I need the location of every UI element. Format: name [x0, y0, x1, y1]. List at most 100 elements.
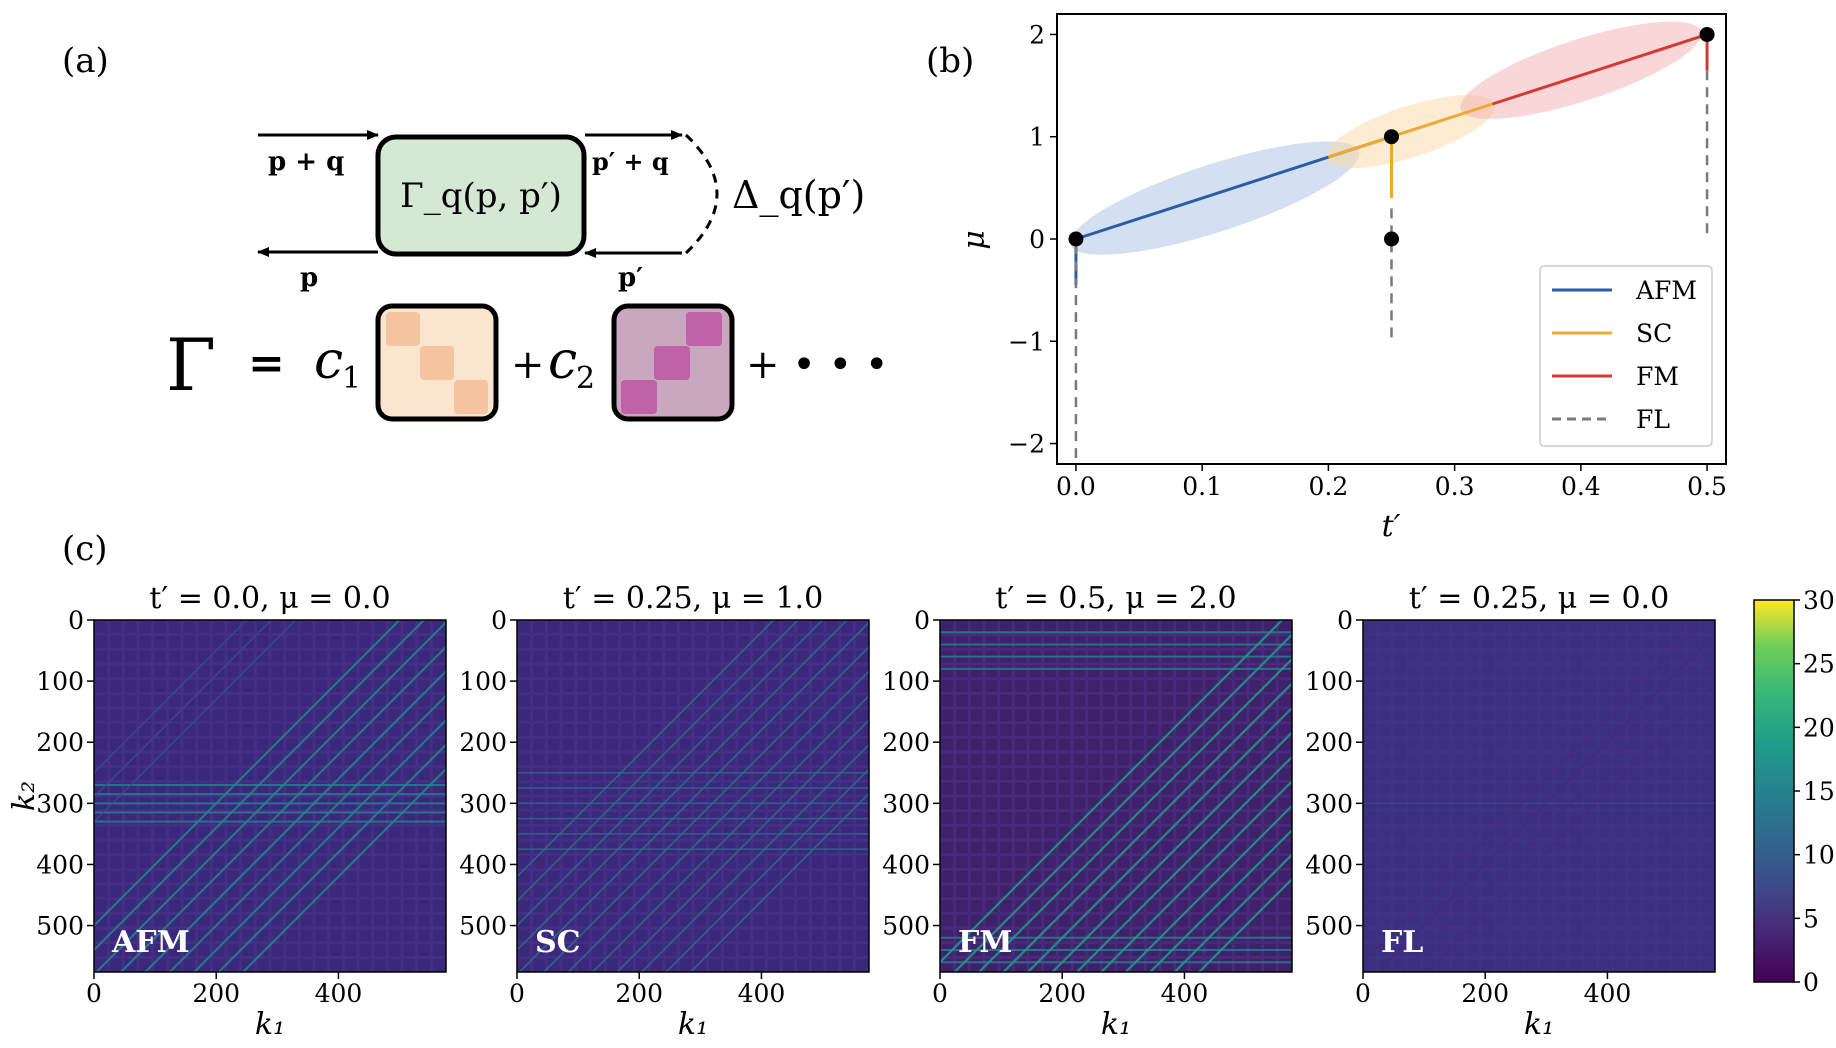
heatmap-xlabel: k₁ [678, 1007, 708, 1042]
y-tick-label: 500 [882, 912, 930, 941]
heatmap-title: t′ = 0.25, μ = 0.0 [1409, 581, 1669, 616]
heatmap-tag: FM [958, 925, 1013, 960]
heatmap-texture [94, 620, 446, 972]
band-antidiagonal [689, 792, 869, 972]
panel-label-b: (b) [926, 41, 974, 81]
legend-label-fm: FM [1636, 362, 1679, 391]
label-p-prime-plus-q: p′ + q [592, 147, 669, 176]
band-antidiagonal [1401, 658, 1715, 972]
region-fm [1460, 21, 1702, 119]
plot-b-ticks: 0.0 0.1 0.2 0.3 0.4 0.5 −2 −1 0 1 2 [1008, 20, 1727, 501]
block2-square-3 [621, 380, 657, 414]
y-tick-label: 300 [36, 789, 84, 818]
x-tick-label: 0 [509, 979, 525, 1008]
heatmap-texture [940, 620, 1292, 972]
band-antidiagonal [95, 620, 446, 972]
block1-square-3 [454, 380, 488, 414]
heatmap-content [940, 620, 1292, 972]
heatmap-xlabel: k₁ [1101, 1007, 1131, 1042]
x-tick-label: 0.5 [1687, 472, 1727, 501]
x-tick-label: 0.2 [1309, 472, 1349, 501]
x-tick-label: 200 [192, 979, 240, 1008]
heatmap-content [1363, 620, 1715, 972]
data-point-2 [1384, 231, 1399, 247]
band-antidiagonal [94, 620, 297, 823]
heatmap-texture [517, 620, 869, 972]
label-p-prime: p′ [618, 263, 643, 293]
x-tick-label: 200 [1461, 979, 1509, 1008]
heatmap-title: t′ = 0.5, μ = 2.0 [995, 581, 1236, 616]
y-tick-label: 200 [882, 728, 930, 757]
band-antidiagonal [94, 620, 272, 799]
y-tick-label: 300 [459, 789, 507, 818]
band-antidiagonal [978, 657, 1292, 972]
band-antidiagonal [1027, 706, 1292, 972]
y-tick-label: 400 [1305, 850, 1353, 879]
x-tick-label: 400 [1161, 979, 1209, 1008]
plus-sign: + [511, 342, 545, 388]
y-tick-label: 500 [459, 912, 507, 941]
colorbar-tick-label: 20 [1803, 713, 1835, 742]
series-sc-segment-0 [1327, 102, 1493, 159]
band-antidiagonal [518, 621, 869, 972]
vertex-box [375, 134, 587, 257]
y-tick-label: 200 [459, 728, 507, 757]
y-tick-label: 200 [1305, 728, 1353, 757]
band-antidiagonal [517, 620, 775, 878]
panel-label-c: (c) [62, 529, 108, 569]
heatmap-background [94, 620, 446, 972]
y-tick-label: 0 [68, 606, 84, 635]
heatmap-tag: SC [535, 925, 581, 960]
plot-b-legend: AFM SC FM FL [1539, 265, 1713, 447]
band-antidiagonal [217, 743, 446, 972]
band-antidiagonal [940, 620, 1283, 964]
colorbar-tick-label: 30 [1803, 586, 1835, 615]
y-tick-label: 1 [1029, 123, 1045, 152]
heatmap-frame [1362, 619, 1716, 973]
x-tick-label: 0.1 [1182, 472, 1222, 501]
y-tick-label: 100 [882, 667, 930, 696]
band-antidiagonal [94, 620, 425, 952]
band-antidiagonal [567, 670, 869, 972]
band-antidiagonal [1363, 620, 1706, 964]
heatmap-afm: t′ = 0.0, μ = 0.0 AFM 0 200 400 0 100 200 300 400… [7, 581, 447, 1042]
region-afm [1070, 141, 1360, 255]
band-antidiagonal [1377, 633, 1715, 972]
y-tick-label: 300 [1305, 789, 1353, 818]
y-tick-label: 0 [1029, 225, 1045, 254]
y-tick-label: 100 [459, 667, 507, 696]
y-tick-label: 300 [882, 789, 930, 818]
band-antidiagonal [94, 620, 248, 774]
heatmap-tag: AFM [111, 925, 190, 960]
band-antidiagonal [1149, 828, 1292, 972]
band-antidiagonal [517, 620, 848, 952]
colorbar: 0 5 10 15 20 25 30 [1753, 586, 1835, 997]
colorbar-tick-label: 25 [1803, 650, 1835, 679]
band-antidiagonal [144, 669, 446, 972]
band-antidiagonal [193, 718, 446, 972]
legend-label-sc: SC [1636, 319, 1672, 348]
band-antidiagonal [641, 743, 869, 972]
heatmap-sc: t′ = 0.25, μ = 1.0 SC 0 200 400 0 100 200 300 400… [459, 581, 870, 1042]
y-tick-label: 400 [882, 850, 930, 879]
heatmap-title: t′ = 0.25, μ = 1.0 [563, 581, 823, 616]
equals-sign: = [248, 338, 285, 389]
band-antidiagonal [94, 620, 401, 928]
x-tick-label: 400 [738, 979, 786, 1008]
coef-c1-sub: 1 [342, 361, 361, 396]
y-tick-label: 2 [1029, 20, 1045, 49]
label-p: p [300, 263, 318, 293]
band-antidiagonal [1125, 804, 1292, 972]
heatmap-tag: FL [1381, 925, 1423, 960]
x-tick-label: 0.0 [1056, 472, 1096, 501]
legend-box [1539, 265, 1713, 447]
band-antidiagonal [616, 718, 869, 972]
band-antidiagonal [953, 633, 1292, 972]
coef-c2-sub: 2 [576, 361, 595, 396]
band-antidiagonal [242, 767, 446, 972]
band-antidiagonal [1051, 730, 1292, 972]
y-tick-label: 200 [36, 728, 84, 757]
y-tick-label: 0 [491, 606, 507, 635]
